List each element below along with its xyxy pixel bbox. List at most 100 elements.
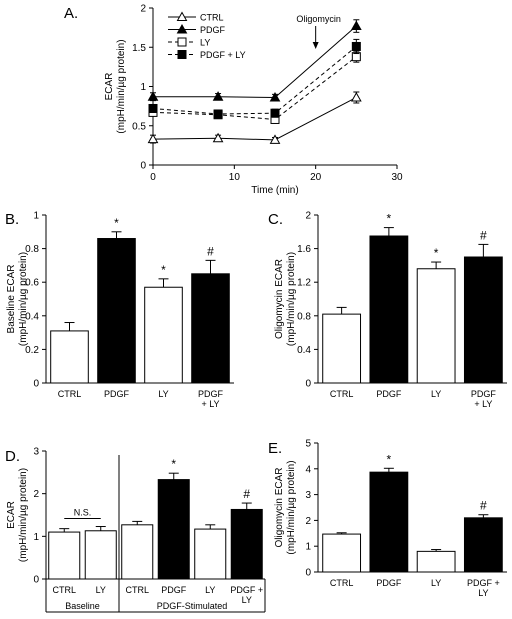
y-tick-label: 0 xyxy=(305,379,311,390)
series-line-ly xyxy=(152,56,357,120)
category-label: PDGF xyxy=(376,389,402,399)
legend-marker xyxy=(177,37,187,47)
legend-label-pdgf: PDGF xyxy=(200,25,226,35)
y-axis-title: ECAR xyxy=(6,501,17,529)
significance-marker: # xyxy=(207,244,214,258)
significance-marker: * xyxy=(387,452,392,466)
data-point-ctrl xyxy=(269,134,281,144)
category-label: CTRL xyxy=(330,389,354,399)
data-point-ctrl xyxy=(350,91,362,102)
y-axis-title: Oligomycin ECAR xyxy=(274,259,285,339)
bar xyxy=(84,530,117,580)
category-label: CTRL xyxy=(58,389,82,399)
group-label: PDGF-Stimulated xyxy=(157,601,228,611)
y-tick-label: 0 xyxy=(33,575,39,586)
data-point-pdgf xyxy=(269,91,281,102)
ns-label: N.S. xyxy=(74,508,92,518)
category-label: PDGF + xyxy=(230,585,263,595)
y-tick-label: 4 xyxy=(305,464,311,475)
y-tick-label: 0.6 xyxy=(25,278,39,289)
bar xyxy=(121,524,154,580)
y-tick-label: 1 xyxy=(33,211,39,222)
y-tick-label: 0.8 xyxy=(297,311,311,322)
y-tick-label: 0 xyxy=(33,379,39,390)
y-axis-units: (mpH/min/µg protein) xyxy=(286,252,297,346)
series-line-pdgf-ly xyxy=(152,46,357,115)
category-label: + LY xyxy=(201,399,219,409)
y-tick-label: 2 xyxy=(305,516,311,527)
x-tick-label: 10 xyxy=(229,172,241,183)
significance-marker: * xyxy=(171,457,176,471)
bar xyxy=(369,471,409,573)
bar xyxy=(463,256,503,384)
legend-label-pdgf-ly: PDGF + LY xyxy=(200,50,246,60)
category-label: + LY xyxy=(474,399,492,409)
bar xyxy=(322,313,362,384)
y-axis-units: (mpH/min/µg protein) xyxy=(18,468,29,562)
legend-marker xyxy=(176,23,188,34)
data-point-pdgf xyxy=(147,91,159,101)
panel-label-a: A. xyxy=(64,5,78,22)
y-axis-label: ECAR (mpH/min/µg protein) xyxy=(104,39,127,133)
series-line-ctrl xyxy=(152,97,357,141)
data-point-pdgf-ly xyxy=(213,109,223,119)
legend-label-ly: LY xyxy=(200,38,210,48)
y-tick-label: 2 xyxy=(140,4,146,15)
series-line-pdgf xyxy=(153,25,357,98)
y-axis-title: ECAR xyxy=(104,73,115,101)
panel-label-c: C. xyxy=(268,211,283,228)
y-tick-label: 1.2 xyxy=(297,278,311,289)
bar xyxy=(416,550,456,573)
category-label: LY xyxy=(242,595,252,605)
category-label: CTRL xyxy=(125,585,149,595)
data-point-pdgf xyxy=(212,91,224,101)
y-axis-label: Oligomycin ECAR (mpH/min/µg protein) xyxy=(274,460,297,554)
y-tick-label: 1.5 xyxy=(132,43,146,54)
y-tick-label: 5 xyxy=(305,439,311,450)
bar xyxy=(157,479,190,580)
x-tick-label: 30 xyxy=(391,172,403,183)
y-tick-label: 0.2 xyxy=(25,345,39,356)
category-label: PDGF xyxy=(376,578,402,588)
y-axis-label: ECAR (mpH/min/µg protein) xyxy=(6,468,29,562)
y-tick-label: 3 xyxy=(33,447,39,458)
significance-marker: * xyxy=(161,263,166,277)
legend-marker xyxy=(176,11,188,21)
y-tick-label: 2 xyxy=(305,211,311,222)
x-axis-title: Time (min) xyxy=(251,185,298,196)
y-tick-label: 0 xyxy=(140,161,146,172)
y-tick-label: 0.5 xyxy=(132,121,146,132)
significance-marker: * xyxy=(114,216,119,230)
category-label: PDGF xyxy=(471,389,497,399)
oligomycin-annotation: Oligomycin xyxy=(296,14,341,24)
y-axis-title: Baseline ECAR xyxy=(6,265,17,334)
category-label: PDGF xyxy=(104,389,130,399)
category-label: LY xyxy=(205,585,215,595)
data-point-pdgf-ly xyxy=(270,108,280,118)
bar xyxy=(48,531,81,580)
significance-marker: # xyxy=(480,499,487,513)
bar xyxy=(369,235,409,384)
y-tick-label: 0.4 xyxy=(297,345,311,356)
category-label: PDGF xyxy=(161,585,187,595)
bar xyxy=(463,517,503,573)
legend-label-ctrl: CTRL xyxy=(200,13,224,23)
bar xyxy=(144,286,183,384)
y-axis-units: (mpH/min/µg protein) xyxy=(116,39,127,133)
y-tick-label: 1 xyxy=(140,82,146,93)
group-label: Baseline xyxy=(65,601,100,611)
category-label: PDGF + xyxy=(467,578,500,588)
data-point-pdgf xyxy=(350,20,362,31)
bar xyxy=(230,508,263,580)
category-label: LY xyxy=(96,585,106,595)
y-tick-label: 1 xyxy=(33,532,39,543)
y-tick-label: 1.6 xyxy=(297,244,311,255)
significance-marker: # xyxy=(480,228,487,242)
panel-label-b: B. xyxy=(5,211,19,228)
y-axis-title: Oligomycin ECAR xyxy=(274,467,285,547)
data-point-ctrl xyxy=(212,132,224,143)
bar xyxy=(194,528,227,580)
y-tick-label: 2 xyxy=(33,489,39,500)
y-tick-label: 0.8 xyxy=(25,244,39,255)
bar xyxy=(322,533,362,573)
